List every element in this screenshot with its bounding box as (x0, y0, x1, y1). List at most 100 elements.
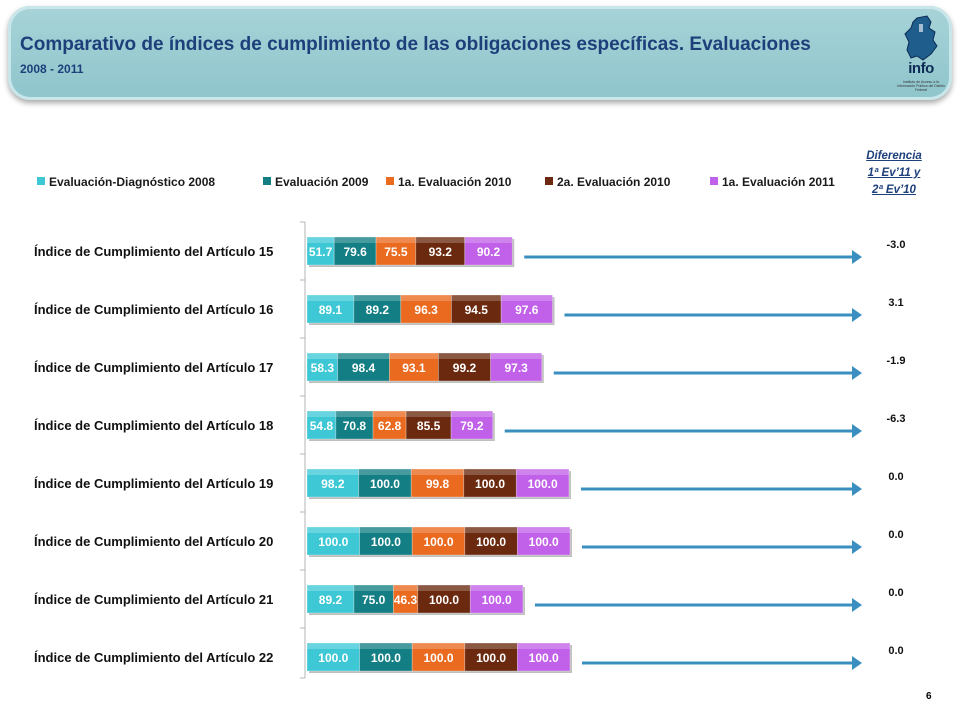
category-label: Índice de Cumplimiento del Artículo 19 (34, 476, 273, 491)
data-label: 97.3 (504, 361, 528, 375)
bar-highlight (376, 237, 416, 243)
category-label: Índice de Cumplimiento del Artículo 16 (34, 302, 273, 317)
data-label: 100.0 (476, 651, 506, 665)
bar-highlight (307, 295, 354, 301)
bar-highlight (406, 411, 452, 417)
bar-highlight (412, 643, 465, 649)
bar-segment (359, 642, 413, 672)
bar-segment (469, 584, 524, 614)
header-banner: Comparativo de índices de cumplimiento d… (8, 6, 952, 100)
data-label: 100.0 (423, 535, 453, 549)
bar-segment (490, 352, 543, 382)
data-label: 85.5 (417, 419, 441, 433)
bar-segment (306, 468, 360, 498)
bar-highlight (464, 237, 513, 243)
legend-swatch (710, 177, 718, 185)
bar-segment (306, 526, 360, 556)
bar-segment (392, 584, 419, 614)
arrow-head (852, 250, 862, 264)
bar-segment (306, 352, 339, 382)
page-number: 6 (926, 691, 932, 702)
data-label: 96.3 (414, 303, 438, 317)
data-label: 94.5 (465, 303, 489, 317)
difference-value: -6.3 (887, 413, 906, 425)
category-label: Índice de Cumplimiento del Artículo 18 (34, 418, 273, 433)
category-label: Índice de Cumplimiento del Artículo 22 (34, 650, 273, 665)
bar-segment (410, 468, 465, 498)
data-label: 79.6 (343, 245, 367, 259)
difference-header-line2: 1ª Ev’11 y (867, 167, 921, 179)
bar-segment (451, 294, 502, 324)
difference-value: 0.0 (888, 529, 903, 541)
bar-highlight (393, 585, 418, 591)
data-label: 100.0 (371, 535, 401, 549)
legend-label: 1a. Evaluación 2011 (722, 175, 835, 189)
category-label: Índice de Cumplimiento del Artículo 20 (34, 534, 273, 549)
bar-segment (372, 410, 407, 440)
bar-highlight (307, 353, 338, 359)
difference-header-line3: 2ª Ev’10 (872, 184, 916, 196)
data-label: 100.0 (475, 477, 505, 491)
bar-segment (517, 526, 571, 556)
bar-highlight (516, 469, 569, 475)
data-label: 97.6 (515, 303, 539, 317)
bar-segment (359, 526, 413, 556)
data-label: 93.2 (429, 245, 453, 259)
data-label: 98.2 (321, 477, 345, 491)
category-label: Índice de Cumplimiento del Artículo 17 (34, 360, 273, 375)
bar-segment (515, 468, 570, 498)
page-subtitle: 2008 - 2011 (20, 62, 84, 76)
legend-swatch (263, 177, 271, 185)
data-label: 46.3 (394, 593, 418, 607)
data-label: 79.2 (460, 419, 484, 433)
bar-segment (335, 410, 374, 440)
data-label: 100.0 (528, 477, 558, 491)
bar-segment (411, 526, 466, 556)
difference-value: -1.9 (887, 355, 906, 367)
bar-segment (463, 468, 517, 498)
bar-highlight (411, 469, 464, 475)
data-label: 99.8 (426, 477, 450, 491)
bar-highlight (451, 295, 502, 301)
bar-segment (358, 468, 412, 498)
arrow-head (852, 656, 862, 670)
data-label: 100.0 (318, 651, 348, 665)
bar-highlight (415, 237, 465, 243)
info-df-logo: info Instituto de Acceso a la Informació… (893, 14, 949, 98)
logo-subtext: Instituto de Acceso a la Información Púb… (896, 80, 946, 92)
data-label: 100.0 (482, 593, 512, 607)
legend-label: 2a. Evaluación 2010 (557, 175, 671, 189)
bar-segment (415, 236, 466, 266)
bar-highlight (337, 353, 390, 359)
legend-label: 1a. Evaluación 2010 (398, 175, 512, 189)
bar-segment (353, 294, 402, 324)
bar-highlight (490, 353, 542, 359)
difference-header: Diferencia 1ª Ev’11 y 2ª Ev’10 (842, 148, 946, 199)
bar-highlight (307, 469, 359, 475)
data-label: 99.2 (453, 361, 477, 375)
data-label: 100.0 (529, 535, 559, 549)
bar-highlight (451, 411, 493, 417)
bar-highlight (417, 585, 471, 591)
difference-value: 3.1 (888, 297, 903, 309)
bar-highlight (359, 527, 413, 533)
data-label: 100.0 (429, 593, 459, 607)
data-label: 100.0 (370, 477, 400, 491)
bar-segment (464, 642, 518, 672)
data-label: 51.7 (309, 245, 333, 259)
arrow-head (852, 424, 862, 438)
bar-highlight (353, 585, 394, 591)
data-label: 100.0 (318, 535, 348, 549)
bar-highlight (335, 411, 374, 417)
data-label: 75.0 (362, 593, 386, 607)
data-label: 93.1 (402, 361, 426, 375)
bar-highlight (307, 411, 336, 417)
data-label: 89.1 (319, 303, 343, 317)
bar-highlight (307, 527, 360, 533)
data-label: 90.2 (477, 245, 501, 259)
data-label: 58.3 (311, 361, 335, 375)
data-label: 89.2 (319, 593, 343, 607)
difference-value: 0.0 (888, 645, 903, 657)
bar-highlight (373, 411, 407, 417)
